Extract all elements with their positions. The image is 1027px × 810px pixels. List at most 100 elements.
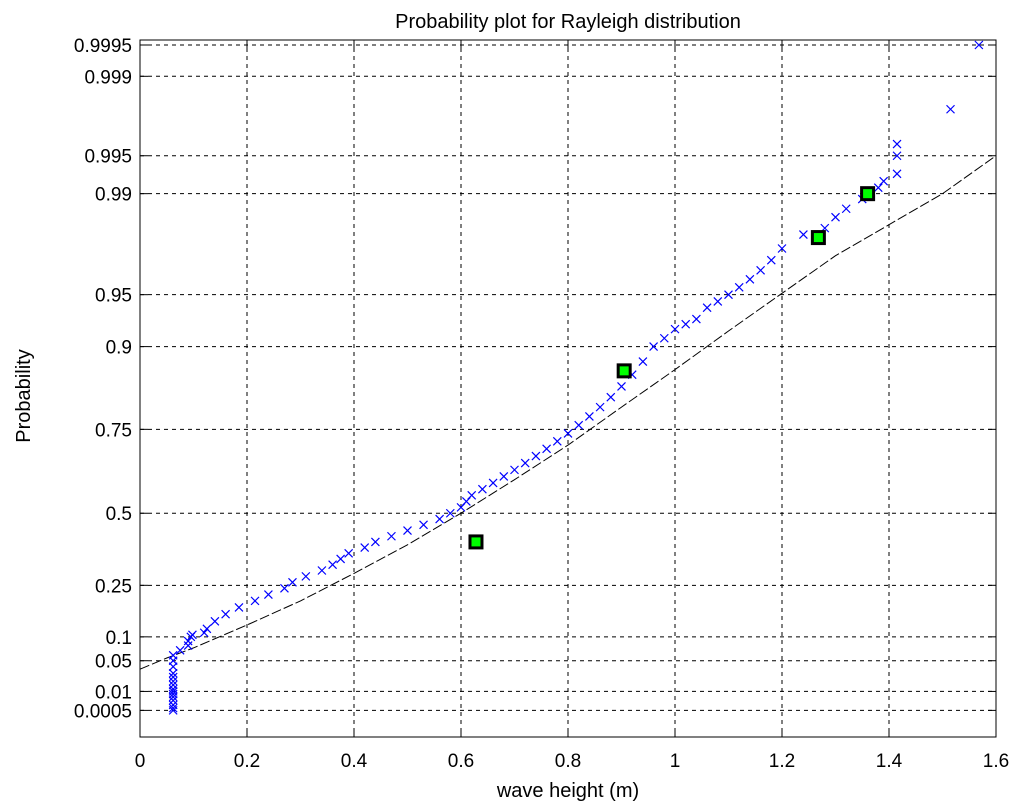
y-tick-label: 0.9995 (74, 36, 132, 57)
y-axis-title: Probability (13, 349, 35, 442)
sample-point (638, 357, 648, 366)
sample-point (202, 624, 212, 634)
sample-point (691, 314, 701, 324)
sample-point (745, 274, 755, 284)
tick-layer (139, 40, 997, 737)
x-tick-label: 1.2 (769, 751, 795, 772)
sample-point (234, 603, 244, 612)
sample-point (280, 583, 289, 593)
y-tick-label: 0.75 (95, 420, 132, 441)
sample-point (670, 324, 680, 334)
grid-layer (140, 40, 996, 737)
sample-point (467, 490, 477, 500)
sample-point (168, 703, 178, 713)
y-tick-label: 0.0005 (74, 701, 132, 722)
sample-point (221, 609, 231, 619)
sample-point (659, 333, 669, 343)
highlight-marker (810, 230, 826, 246)
x-tick-label: 0.2 (234, 751, 260, 772)
sample-point (328, 560, 338, 570)
y-tick-label: 0.25 (95, 576, 132, 597)
fit-line (139, 155, 997, 670)
sample-point (542, 444, 552, 454)
sample-point (617, 382, 626, 391)
sample-point (574, 420, 584, 430)
sample-point (188, 630, 197, 640)
sample-point (681, 319, 691, 329)
markers-layer (468, 186, 876, 550)
sample-point (360, 543, 370, 553)
sample-point (175, 645, 185, 655)
highlight-marker (468, 534, 484, 550)
highlight-marker (860, 186, 876, 202)
sample-point (879, 176, 889, 186)
y-tick-label: 0.999 (84, 67, 132, 88)
x-tick-label: 0.6 (448, 751, 474, 772)
sample-point (499, 472, 509, 481)
sample-point (606, 392, 616, 402)
sample-point (756, 265, 766, 275)
sample-point (892, 151, 902, 161)
sample-point (168, 695, 178, 705)
x-tick-label: 1 (670, 751, 681, 772)
y-tick-label: 0.05 (95, 652, 132, 673)
sample-point (702, 303, 712, 313)
sample-point (336, 554, 346, 564)
sample-point (317, 566, 327, 575)
sample-point (168, 684, 178, 694)
sample-point (168, 650, 178, 660)
sample-point (563, 428, 573, 438)
y-tick-label: 0.995 (84, 147, 132, 168)
sample-point (183, 636, 193, 646)
sample-point (370, 537, 380, 547)
sample-point (777, 244, 787, 253)
chart-title: Probability plot for Rayleigh distributi… (395, 11, 741, 33)
sample-point (301, 571, 311, 581)
fit-layer (139, 155, 997, 670)
sample-point (183, 641, 193, 650)
sample-point (892, 169, 902, 179)
highlight-marker (616, 363, 632, 379)
sample-point (510, 465, 519, 475)
x-tick-label: 0 (135, 751, 146, 772)
sample-point (199, 628, 209, 638)
x-tick-label: 0.4 (341, 751, 368, 772)
sample-point (531, 451, 541, 461)
sample-point (403, 526, 412, 535)
sample-point (168, 680, 178, 690)
sample-point (946, 104, 955, 114)
sample-point (387, 531, 396, 541)
y-tick-label: 0.01 (95, 682, 132, 703)
sample-point (713, 297, 723, 306)
sample-point (419, 520, 428, 530)
x-tick-label: 1.4 (876, 751, 903, 772)
sample-point (168, 672, 178, 682)
sample-point (724, 290, 733, 300)
sample-point (873, 183, 883, 193)
sample-point (734, 282, 744, 292)
x-tick-label: 0.8 (555, 751, 581, 772)
sample-point (766, 255, 776, 265)
sample-point (831, 212, 840, 222)
y-tick-label: 0.99 (95, 185, 132, 206)
sample-point (892, 139, 902, 149)
sample-point (841, 204, 851, 214)
sample-point (649, 342, 659, 352)
sample-point (477, 484, 487, 494)
y-tick-label: 0.95 (95, 286, 132, 307)
y-tick-label: 0.5 (106, 504, 132, 525)
sample-point (168, 676, 178, 686)
sample-point (210, 616, 220, 626)
sample-point (344, 548, 354, 558)
sample-point (488, 478, 498, 488)
y-tick-label: 0.1 (106, 628, 132, 649)
sample-point (445, 508, 455, 518)
sample-point (595, 402, 605, 412)
sample-point (168, 687, 178, 696)
y-tick-label: 0.9 (106, 338, 132, 359)
sample-point (168, 668, 178, 678)
sample-point (552, 436, 562, 446)
x-tick-label: 1.6 (983, 751, 1009, 772)
